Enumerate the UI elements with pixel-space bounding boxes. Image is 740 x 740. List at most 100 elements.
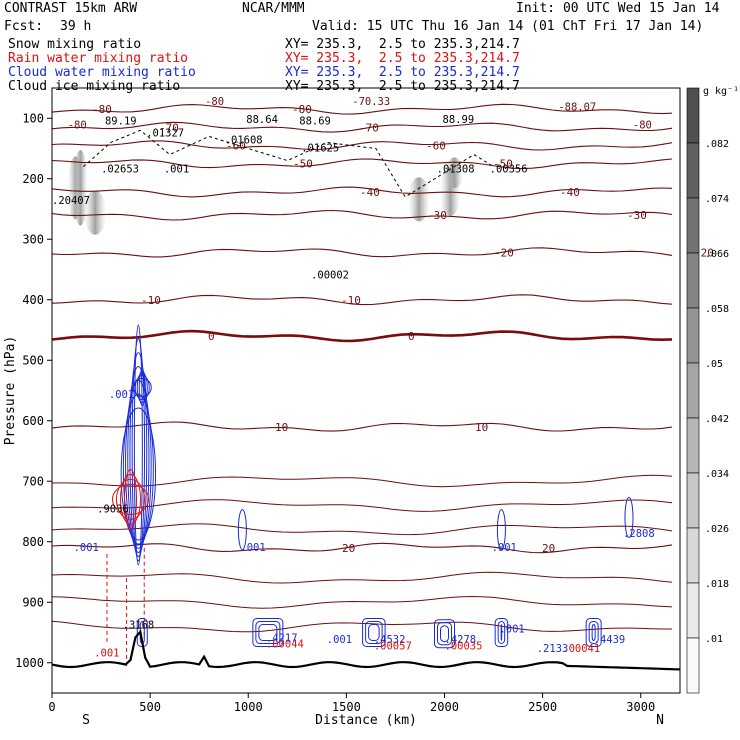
x-axis-label: Distance (km) xyxy=(315,713,417,728)
contour-label: -50 xyxy=(293,158,313,171)
cloud-water-contour xyxy=(500,624,503,641)
colorbar-tick-label: .058 xyxy=(705,304,729,315)
colorbar-tick-label: .074 xyxy=(705,194,729,205)
annotation-label: .9036 xyxy=(97,504,129,516)
model-title: CONTRAST 15km ARW xyxy=(4,1,138,16)
annotation-label: .001 xyxy=(164,164,189,176)
y-tick-label: 700 xyxy=(22,474,44,488)
temperature-contour xyxy=(51,121,673,133)
temperature-contour xyxy=(51,523,673,536)
contour-label: -40 xyxy=(560,186,580,199)
contour-label: 20 xyxy=(342,542,355,555)
cloud-water-contour xyxy=(255,621,281,644)
colorbar-swatch xyxy=(686,307,700,364)
colorbar-swatch xyxy=(686,197,700,254)
annotation-label: .001 xyxy=(499,624,524,636)
cloud-water-contour xyxy=(258,624,278,641)
temperature-contour xyxy=(51,186,673,198)
temperature-contour xyxy=(51,247,673,258)
contour-label: -20 xyxy=(494,247,514,260)
axes: 0 500 1000 1500 2000 2500 30001002003004005006… xyxy=(15,111,655,714)
annotation-label: -80 xyxy=(205,96,224,108)
annotation-label: .00035 xyxy=(445,640,483,652)
rain-contour xyxy=(112,483,149,515)
temperature-contour xyxy=(51,140,673,151)
x-tick-label: 1500 xyxy=(332,700,361,714)
annotation-label: -88.07 xyxy=(558,101,596,113)
contour-label: -40 xyxy=(360,186,380,199)
temperature-contour xyxy=(51,209,673,221)
temperature-contours: -80 -80 -70 -70 -60 -60 -50 -50 -40 -40 -30 -30 -20 -… xyxy=(51,103,714,633)
cloud-water-contour xyxy=(132,377,152,397)
cloud-water-contour xyxy=(122,393,154,545)
cloud-water-contour xyxy=(127,365,150,553)
annotation-label: -80 xyxy=(633,120,652,132)
colorbar-tick-label: .034 xyxy=(705,469,729,480)
temperature-contour xyxy=(51,158,673,170)
hydrometeor-contours xyxy=(83,129,634,669)
colorbar-swatch xyxy=(686,87,700,144)
x-tick-label: 500 xyxy=(139,700,161,714)
colorbar-unit: g kg⁻¹ xyxy=(703,86,739,97)
contour-label: -80 xyxy=(92,103,112,116)
annotation-label: .4532 xyxy=(374,634,406,646)
contour-annotations: 89.19 88.64 88.69 88.99-88.07-80-80 -80-70.3… xyxy=(52,96,655,660)
field-name-snow: Snow mixing ratio xyxy=(8,37,142,52)
colorbar-swatch xyxy=(686,417,700,474)
colorbar-swatch xyxy=(686,142,700,199)
forecast-hours: 39 h xyxy=(60,19,92,34)
annotation-label: .01308 xyxy=(437,164,475,176)
contour-label: -30 xyxy=(427,209,447,222)
cloud-water-contour xyxy=(437,622,452,646)
cloud-water-contour xyxy=(591,624,596,641)
annotation-label: .001 xyxy=(240,542,265,554)
cloud-water-contour xyxy=(434,619,455,649)
cloud-water-contour xyxy=(365,621,383,644)
terrain-line xyxy=(51,629,681,671)
cloud-water-contour xyxy=(440,625,449,643)
plot-frame xyxy=(51,87,681,694)
annotation-label: 89.19 xyxy=(105,115,137,127)
annotation-label: .01327 xyxy=(146,127,184,139)
annotation-label: .01625 xyxy=(301,143,339,155)
annotation-label: .4278 xyxy=(445,634,477,646)
annotation-label: .00356 xyxy=(490,164,528,176)
y-tick-label: 500 xyxy=(22,353,44,367)
cloud-water-contour xyxy=(368,624,380,641)
colorbar-swatch xyxy=(686,582,700,639)
contour-label: -50 xyxy=(493,158,513,171)
contour-label: -70 xyxy=(359,121,379,134)
rain-contour xyxy=(116,478,145,520)
x-tick-label: 1000 xyxy=(234,700,263,714)
cloud-water-contour xyxy=(134,374,150,400)
contour-label: -60 xyxy=(426,139,446,152)
annotation-label: .00041 xyxy=(562,643,600,655)
annotation-label: .3168 xyxy=(123,619,155,631)
annotation-label: -80 xyxy=(68,120,87,132)
rain-contour xyxy=(120,473,141,525)
annotation-label: .2808 xyxy=(623,528,655,540)
x-tick-label: 0 xyxy=(48,700,55,714)
annotation-label: 88.69 xyxy=(299,115,331,127)
colorbar-swatch xyxy=(686,252,700,309)
temperature-contour xyxy=(51,571,673,584)
y-tick-label: 300 xyxy=(22,232,44,246)
annotation-label: .20407 xyxy=(52,195,90,207)
annotation-label: .001 xyxy=(327,634,352,646)
x-end-label-north: N xyxy=(656,713,664,728)
cloud-water-contour xyxy=(125,379,152,549)
colorbar-tick-label: .082 xyxy=(705,139,729,150)
cloud-water-contour xyxy=(138,368,146,406)
contour-label: -70 xyxy=(159,121,179,134)
annotation-label: .4439 xyxy=(594,634,626,646)
colorbar-swatch xyxy=(686,472,700,529)
temperature-contour xyxy=(51,103,673,115)
temperature-contour xyxy=(51,294,673,306)
contour-label: -80 xyxy=(292,103,312,116)
field-xy-cloud-ice: XY= 235.3, 2.5 to 235.3,214.7 xyxy=(285,79,520,94)
field-name-rain: Rain water mixing ratio xyxy=(8,51,189,66)
contour-label: 10 xyxy=(475,421,488,434)
cloud-water-contour xyxy=(496,509,506,551)
contour-label: -30 xyxy=(627,209,647,222)
cloud-water-contour xyxy=(362,618,386,647)
